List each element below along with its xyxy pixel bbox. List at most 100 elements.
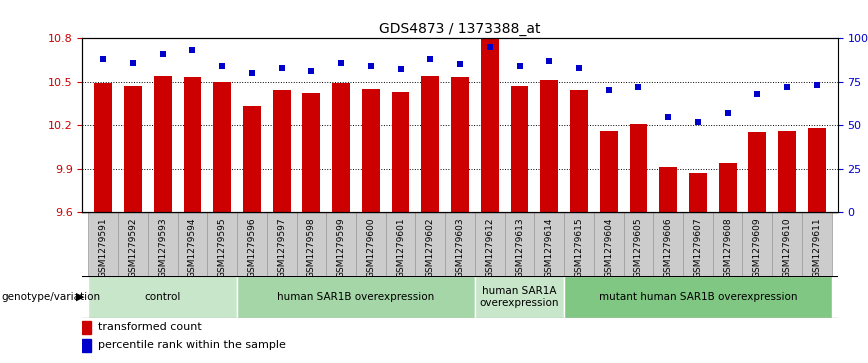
Point [96,56,110,62]
Title: GDS4873 / 1373388_at: GDS4873 / 1373388_at [379,22,541,36]
Text: percentile rank within the sample: percentile rank within the sample [97,340,286,350]
Bar [266,212,297,276]
Point [126,60,140,65]
Bar [302,93,320,212]
Bar [95,83,112,212]
Bar [773,212,802,276]
Point [691,119,705,125]
Text: GSM1279609: GSM1279609 [753,217,762,278]
Text: transformed count: transformed count [97,322,201,333]
Point [334,60,348,65]
Bar [356,212,385,276]
Bar [451,77,469,212]
Bar [564,212,594,276]
Bar [564,276,832,318]
Point [632,84,646,90]
Bar [237,276,475,318]
Point [483,44,496,50]
Bar [362,89,380,212]
Text: GSM1279608: GSM1279608 [723,217,732,278]
Bar [570,90,588,212]
Bar [683,212,713,276]
Bar [385,212,416,276]
Bar [82,321,91,334]
Point [274,65,288,71]
Bar [778,131,796,212]
Point [810,82,824,88]
Bar [481,37,499,212]
Bar [207,212,237,276]
Text: GSM1279596: GSM1279596 [247,217,256,278]
Bar [82,339,91,352]
Text: control: control [145,292,181,302]
Text: GSM1279602: GSM1279602 [426,217,435,278]
Point [513,63,527,69]
Bar [802,212,832,276]
Text: GSM1279599: GSM1279599 [337,217,345,278]
Bar [237,212,266,276]
Text: genotype/variation: genotype/variation [2,292,101,302]
Bar [600,131,618,212]
Bar [326,212,356,276]
Point [572,65,586,71]
Text: GSM1279615: GSM1279615 [575,217,583,278]
Bar [808,128,825,212]
Text: GSM1279612: GSM1279612 [485,217,494,278]
Bar [214,82,231,212]
Point [780,84,794,90]
Text: ▶: ▶ [76,292,85,302]
Bar [391,92,410,212]
Point [661,114,675,119]
Point [186,48,200,53]
Text: GSM1279594: GSM1279594 [188,217,197,278]
Bar [629,124,648,212]
Text: GSM1279606: GSM1279606 [664,217,673,278]
Bar [421,76,439,212]
Bar [594,212,623,276]
Bar [154,76,172,212]
Point [155,51,169,57]
Text: GSM1279613: GSM1279613 [515,217,524,278]
Text: GSM1279592: GSM1279592 [128,217,137,278]
Bar [475,276,564,318]
Bar [118,212,148,276]
Text: GSM1279603: GSM1279603 [456,217,464,278]
Text: GSM1279593: GSM1279593 [158,217,168,278]
Text: GSM1279595: GSM1279595 [218,217,227,278]
Bar [748,132,766,212]
Bar [124,86,142,212]
Bar [416,212,445,276]
Text: GSM1279610: GSM1279610 [783,217,792,278]
Bar [148,212,178,276]
Point [215,63,229,69]
Bar [654,212,683,276]
Point [453,61,467,67]
Bar [89,276,237,318]
Bar [297,212,326,276]
Point [720,110,734,116]
Text: GSM1279598: GSM1279598 [307,217,316,278]
Point [364,63,378,69]
Text: GSM1279600: GSM1279600 [366,217,375,278]
Bar [475,212,504,276]
Bar [445,212,475,276]
Bar [623,212,654,276]
Text: mutant human SAR1B overexpression: mutant human SAR1B overexpression [599,292,797,302]
Text: GSM1279614: GSM1279614 [545,217,554,278]
Bar [178,212,207,276]
Bar [713,212,742,276]
Bar [540,80,558,212]
Text: GSM1279605: GSM1279605 [634,217,643,278]
Bar [183,77,201,212]
Text: GSM1279607: GSM1279607 [694,217,702,278]
Point [393,66,407,72]
Text: human SAR1A
overexpression: human SAR1A overexpression [480,286,559,307]
Point [305,68,319,74]
Bar [510,86,529,212]
Bar [659,167,677,212]
Bar [332,83,350,212]
Point [245,70,259,76]
Text: GSM1279597: GSM1279597 [277,217,286,278]
Text: GSM1279604: GSM1279604 [604,217,613,278]
Bar [504,212,535,276]
